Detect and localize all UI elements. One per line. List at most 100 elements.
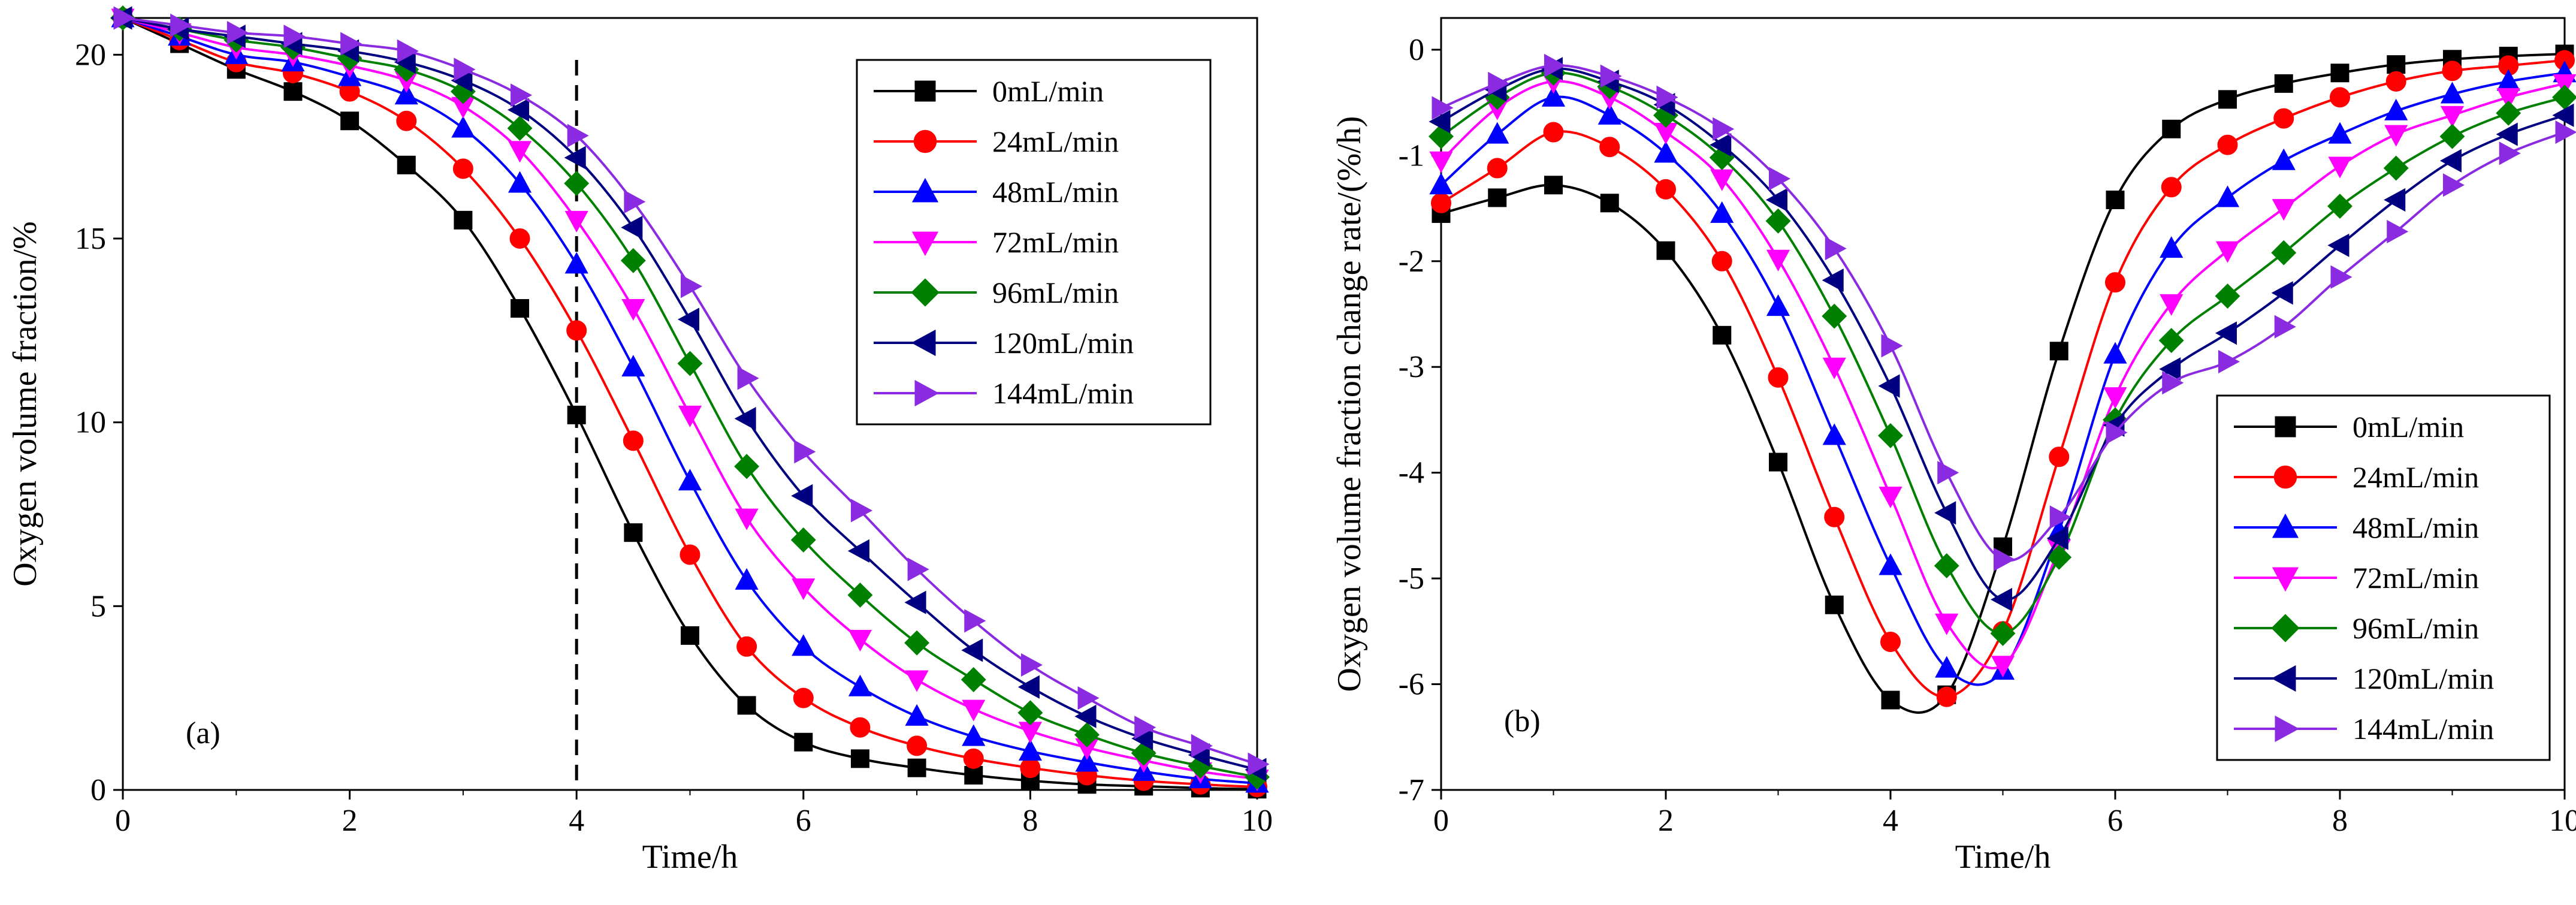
a-data-point [113,6,135,30]
a-data-point [511,299,530,318]
a-data-point [794,732,813,752]
a-data-point [790,527,816,553]
b-data-point [1824,506,1845,527]
b-data-point [1544,176,1563,195]
b-data-point [1485,122,1509,144]
b-series-96mlmin [1429,60,2576,646]
a-data-point [904,630,930,656]
a-legend-marker [911,278,940,307]
b-data-point [2384,98,2408,120]
b-data-point [2440,82,2465,104]
b-data-point [1656,179,1676,200]
b-data-point [2159,357,2181,381]
a-series-line [122,17,1258,771]
a-legend-label: 0mL/min [992,74,1104,108]
a-data-point [1077,686,1100,710]
b-data-point [2552,103,2574,127]
b-data-point [1768,367,1789,388]
b-data-point [2049,505,2071,529]
b-data-point [2162,119,2181,138]
b-data-point [1936,686,1957,707]
b-y-tick-label: -5 [1399,562,1424,596]
b-data-point [1994,547,2016,571]
a-legend-marker [913,129,937,153]
b-x-tick-label: 8 [2332,804,2348,838]
b-data-point [1597,102,1621,125]
b-data-point [2162,371,2184,395]
b-legend-label: 24mL/min [2352,460,2479,494]
b-data-point [1934,501,1956,525]
b-data-point [2046,526,2068,550]
b-y-tick-label: -2 [1399,245,1424,279]
a-x-axis-title: Time/h [642,838,738,876]
a-data-point [1074,722,1100,747]
a-data-point [394,83,418,105]
a-data-point [962,724,986,746]
b-data-point [1878,374,1900,398]
a-data-point [283,25,306,49]
a-data-point [1074,704,1097,728]
b-data-point [1881,690,1900,710]
a-data-point [848,674,872,696]
a-data-point [681,626,699,645]
a-data-point [509,228,530,249]
a-data-point [678,469,702,491]
b-data-point [2274,74,2293,93]
b-data-point [2049,342,2068,361]
b-series-line [1440,67,2565,601]
a-data-point [283,82,303,101]
a-data-point [907,735,928,756]
a-data-point [567,123,589,147]
b-legend-marker [2272,567,2299,592]
a-data-point [567,405,586,424]
b-legend-marker [2272,513,2299,538]
b-y-tick-label: -1 [1399,138,1424,173]
b-data-point [1825,237,1847,261]
a-legend-label: 72mL/min [992,225,1119,259]
a-data-point [454,210,473,230]
a-series-line [122,17,1258,791]
b-data-point [2272,148,2296,170]
a-data-point [847,582,873,608]
a-y-axis-title: Oxygen volume fraction/% [7,221,44,587]
a-data-point [736,636,757,657]
b-data-point [2385,71,2406,92]
b-x-tick-label: 6 [2107,804,2123,838]
b-data-point [1487,158,1508,179]
b-data-point [2440,105,2465,128]
a-data-point [678,405,702,427]
a-data-point [680,544,700,565]
a-data-point [964,609,986,633]
a-series-line [122,17,1258,785]
b-data-point [1429,151,1453,173]
b-data-point [1879,553,1902,575]
b-data-point [2160,236,2184,258]
b-data-point [1713,117,1735,141]
b-data-point [2330,265,2352,289]
b-data-point [2271,281,2293,305]
a-data-point [511,83,533,107]
b-data-point [2499,141,2521,165]
b-data-point [2439,123,2465,149]
a-legend-label: 24mL/min [992,125,1119,158]
b-data-point [1710,133,1732,157]
b-data-point [1713,325,1732,345]
b-data-point [1769,167,1791,191]
a-data-point [624,190,646,214]
b-legend-marker [2273,465,2297,489]
b-data-point [2049,447,2070,467]
b-data-point [1600,194,1619,213]
b-x-tick-label: 10 [2549,804,2576,838]
b-data-point [1656,85,1678,109]
a-data-point [564,210,588,233]
a-legend-label: 144mL/min [992,376,1134,410]
a-data-point [847,539,869,563]
b-y-tick-label: -4 [1399,456,1424,490]
b-y-tick-label: 0 [1409,33,1424,67]
b-data-point [2105,272,2125,293]
a-data-point [907,557,929,581]
a-series-120mlmin [110,6,1267,782]
a-data-point [794,440,816,464]
a-data-point [904,590,926,614]
